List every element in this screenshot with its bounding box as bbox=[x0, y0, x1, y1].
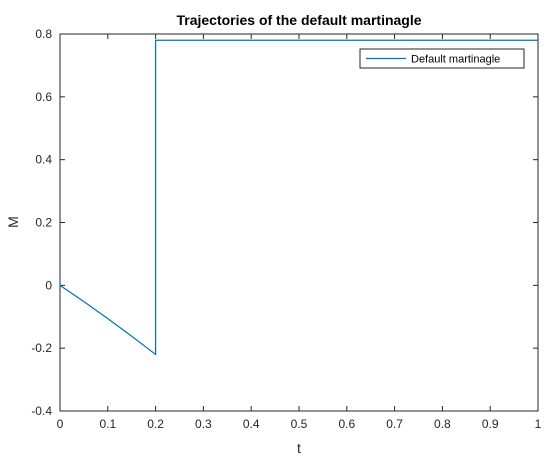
legend-label: Default martinagle bbox=[411, 54, 500, 66]
series-layer bbox=[59, 39, 538, 356]
y-tick-label: -0.2 bbox=[31, 341, 52, 355]
x-tick-label: 0.4 bbox=[243, 417, 260, 431]
x-tick-label: 0.7 bbox=[386, 417, 403, 431]
y-axis-label: M bbox=[5, 216, 21, 228]
y-tick-label: 0.6 bbox=[35, 90, 52, 104]
y-tick-label: 0.8 bbox=[35, 27, 52, 41]
x-tick-label: 0.6 bbox=[338, 417, 355, 431]
x-tick-label: 0.3 bbox=[195, 417, 212, 431]
x-tick-label: 0.8 bbox=[434, 417, 451, 431]
legend-box bbox=[359, 48, 525, 69]
y-tick-label: -0.4 bbox=[31, 404, 52, 418]
x-tick-label: 0.1 bbox=[99, 417, 116, 431]
x-axis: 0 0.1 0.2 0.3 0.4 0.5 0.6 0.7 0.8 0.9 1 bbox=[57, 34, 542, 431]
x-tick-label: 1 bbox=[535, 417, 542, 431]
x-tick-label: 0.2 bbox=[147, 417, 164, 431]
chart-title: Trajectories of the default martinagle bbox=[176, 12, 421, 28]
x-tick-label: 0 bbox=[57, 417, 64, 431]
x-tick-label: 0.5 bbox=[291, 417, 308, 431]
x-tick-label: 0.9 bbox=[482, 417, 499, 431]
y-tick-label: 0.4 bbox=[35, 153, 52, 167]
legend: Default martinagle bbox=[359, 48, 525, 69]
y-tick-label: 0 bbox=[45, 278, 52, 292]
series-line bbox=[59, 39, 538, 356]
plot-area bbox=[59, 33, 539, 412]
x-axis-label: t bbox=[297, 440, 301, 456]
y-tick-label: 0.2 bbox=[35, 216, 52, 230]
y-axis: -0.4 -0.2 0 0.2 0.4 0.6 0.8 bbox=[31, 27, 538, 418]
